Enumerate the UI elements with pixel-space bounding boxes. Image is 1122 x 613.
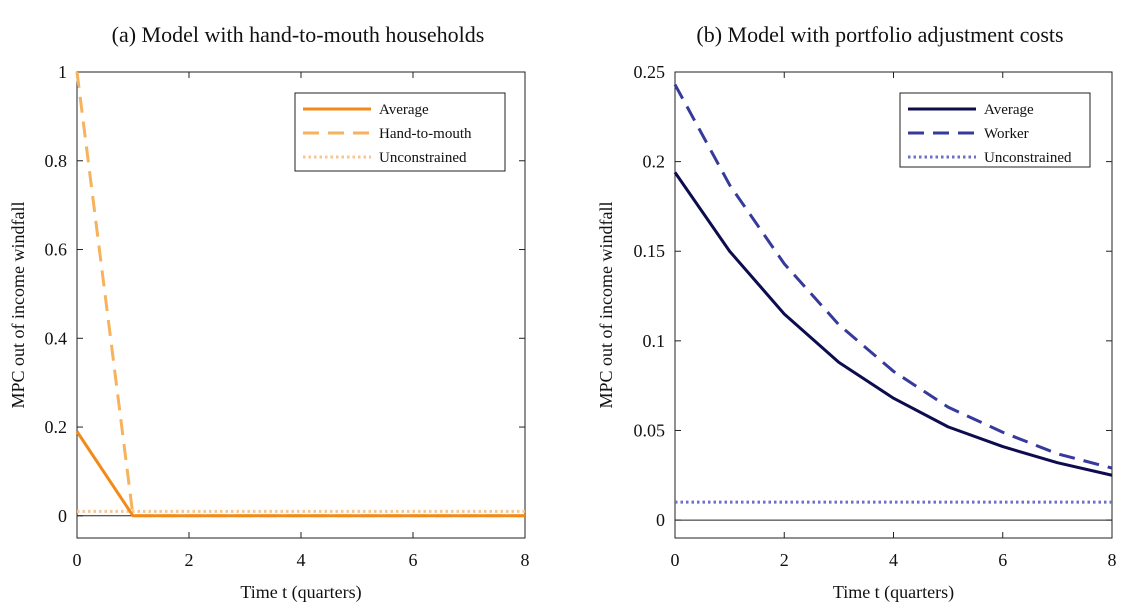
chart-panel-b: (b) Model with portfolio adjustment cost…: [596, 22, 1117, 603]
y-tick-label: 0.15: [634, 241, 666, 261]
y-tick-label: 0: [58, 506, 67, 526]
chart-title: (a) Model with hand-to-mouth households: [112, 22, 485, 47]
y-tick-label: 0.2: [45, 417, 68, 437]
y-tick-label: 0.25: [634, 62, 666, 82]
x-axis-label: Time t (quarters): [833, 582, 954, 603]
y-tick-label: 0.2: [643, 152, 666, 172]
y-tick-label: 0.1: [643, 331, 666, 351]
y-axis-label: MPC out of income windfall: [8, 202, 28, 409]
y-tick-label: 0.05: [634, 420, 666, 440]
x-tick-label: 8: [1108, 550, 1117, 570]
y-axis-label: MPC out of income windfall: [596, 202, 616, 409]
legend-label: Average: [379, 102, 429, 118]
x-tick-label: 2: [185, 550, 194, 570]
x-tick-label: 6: [998, 550, 1007, 570]
x-tick-label: 6: [409, 550, 418, 570]
y-tick-label: 0.4: [45, 328, 68, 348]
y-tick-label: 1: [58, 62, 67, 82]
x-tick-label: 0: [73, 550, 82, 570]
series-line-worker: [673, 83, 1113, 470]
chart-title: (b) Model with portfolio adjustment cost…: [696, 22, 1063, 47]
y-tick-label: 0.6: [45, 240, 68, 260]
y-tick-label: 0.8: [45, 151, 68, 171]
series-line-average: [75, 430, 525, 518]
y-tick-label: 0: [656, 510, 665, 530]
x-tick-label: 8: [521, 550, 530, 570]
legend: Average Hand-to-mouth Unconstrained: [294, 92, 506, 172]
legend-label: Hand-to-mouth: [379, 126, 472, 142]
legend-label: Unconstrained: [379, 150, 467, 166]
x-tick-label: 0: [671, 550, 680, 570]
legend-label: Average: [984, 102, 1034, 118]
series-line-average: [673, 171, 1113, 477]
x-tick-label: 4: [889, 550, 898, 570]
legend-label: Worker: [984, 126, 1029, 142]
x-tick-label: 4: [297, 550, 306, 570]
legend: Average Worker Unconstrained: [899, 92, 1091, 168]
x-tick-label: 2: [780, 550, 789, 570]
legend-box: [899, 92, 1091, 168]
x-axis-label: Time t (quarters): [240, 582, 361, 603]
legend-label: Unconstrained: [984, 150, 1072, 166]
chart-panel-a: (a) Model with hand-to-mouth households 0…: [8, 22, 530, 603]
